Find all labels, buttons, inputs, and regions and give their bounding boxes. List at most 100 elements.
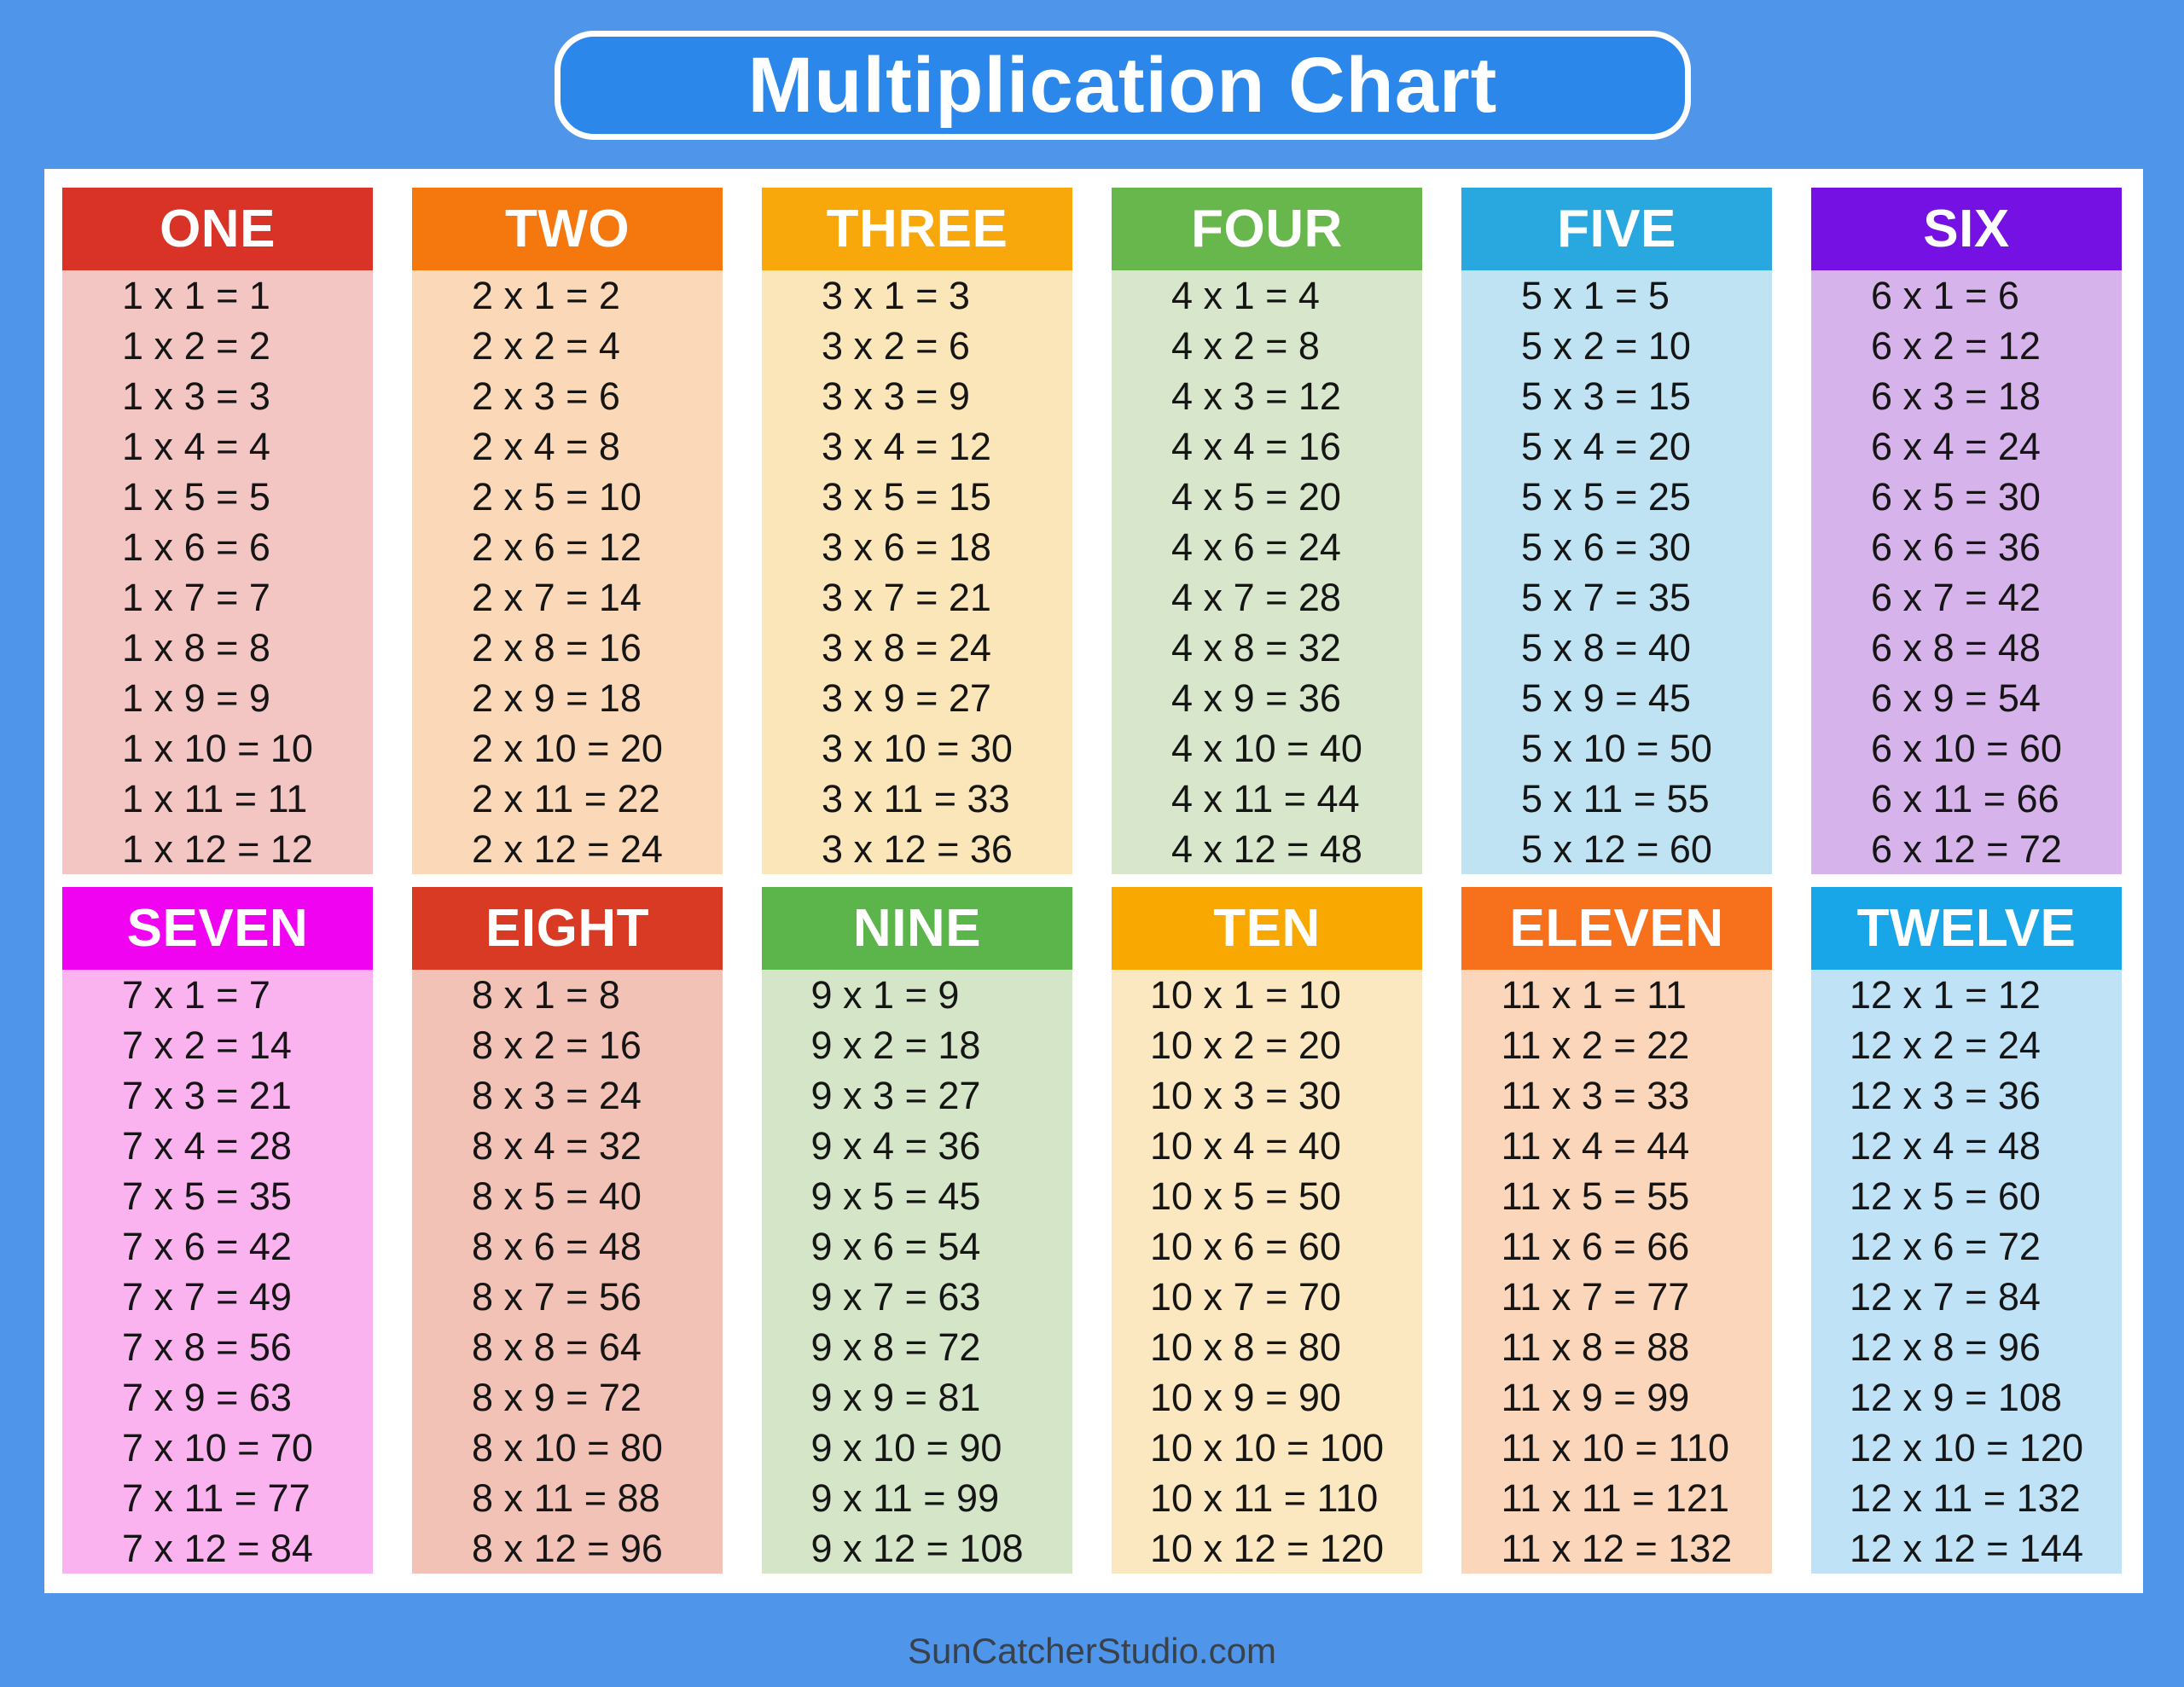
multiplication-fact: 8 x 3 = 24 [472,1074,642,1117]
table-body: 12 x 1 = 12 12 x 2 = 24 12 x 3 = 36 12 x 4 … [1811,970,2122,1574]
multiplication-fact: 5 x 9 = 45 [1521,676,1691,720]
table-header: TWO [412,188,723,270]
multiplication-fact: 1 x 8 = 8 [122,626,270,670]
multiplication-fact: 8 x 11 = 88 [472,1476,660,1520]
multiplication-fact: 1 x 9 = 9 [122,676,270,720]
multiplication-fact: 4 x 11 = 44 [1171,777,1360,820]
table-header: ONE [62,188,373,270]
table-body: 10 x 1 = 10 10 x 2 = 20 10 x 3 = 30 10 x 4 … [1112,970,1422,1574]
multiplication-fact: 9 x 9 = 81 [810,1376,981,1419]
multiplication-fact: 2 x 1 = 2 [472,274,620,317]
multiplication-fact: 12 x 7 = 84 [1850,1275,2041,1319]
multiplication-fact: 7 x 2 = 14 [122,1023,292,1067]
multiplication-fact: 9 x 6 = 54 [810,1225,981,1268]
fact-list: 12 x 1 = 12 12 x 2 = 24 12 x 3 = 36 12 x 4 … [1850,970,2083,1574]
multiplication-fact: 12 x 12 = 144 [1850,1527,2083,1570]
multiplication-fact: 6 x 9 = 54 [1871,676,2041,720]
fact-list: 5 x 1 = 5 5 x 2 = 10 5 x 3 = 15 5 x 4 = 20 5… [1521,270,1712,874]
multiplication-fact: 1 x 11 = 11 [122,777,308,820]
multiplication-fact: 3 x 9 = 27 [822,676,991,720]
multiplication-fact: 11 x 4 = 44 [1501,1124,1690,1168]
multiplication-fact: 7 x 8 = 56 [122,1325,292,1369]
multiplication-fact: 8 x 10 = 80 [472,1426,663,1470]
multiplication-fact: 9 x 7 = 63 [810,1275,981,1319]
content-panel: ONE 1 x 1 = 1 1 x 2 = 2 1 x 3 = 3 1 x 4 = 4… [44,169,2143,1593]
multiplication-fact: 9 x 8 = 72 [810,1325,981,1369]
multiplication-fact: 3 x 1 = 3 [822,274,970,317]
multiplication-fact: 9 x 4 = 36 [810,1124,981,1168]
multiplication-fact: 4 x 9 = 36 [1171,676,1341,720]
multiplication-fact: 8 x 7 = 56 [472,1275,642,1319]
multiplication-fact: 10 x 3 = 30 [1150,1074,1341,1117]
multiplication-fact: 8 x 2 = 16 [472,1023,642,1067]
multiplication-fact: 7 x 10 = 70 [122,1426,313,1470]
multiplication-fact: 7 x 9 = 63 [122,1376,292,1419]
times-table-column: ELEVEN 11 x 1 = 11 11 x 2 = 22 11 x 3 = 33… [1461,887,1772,1574]
multiplication-fact: 12 x 4 = 48 [1850,1124,2041,1168]
fact-list: 3 x 1 = 3 3 x 2 = 6 3 x 3 = 9 3 x 4 = 12 3 x… [822,270,1013,874]
table-body: 8 x 1 = 8 8 x 2 = 16 8 x 3 = 24 8 x 4 = 32 8… [412,970,723,1574]
multiplication-fact: 7 x 5 = 35 [122,1174,292,1218]
multiplication-fact: 10 x 8 = 80 [1150,1325,1341,1369]
table-body: 5 x 1 = 5 5 x 2 = 10 5 x 3 = 15 5 x 4 = 20 5… [1461,270,1772,874]
multiplication-fact: 12 x 11 = 132 [1850,1476,2081,1520]
multiplication-fact: 4 x 12 = 48 [1171,827,1362,871]
multiplication-fact: 10 x 2 = 20 [1150,1023,1341,1067]
multiplication-fact: 5 x 2 = 10 [1521,324,1691,368]
multiplication-fact: 6 x 10 = 60 [1871,727,2062,770]
multiplication-fact: 2 x 9 = 18 [472,676,642,720]
multiplication-fact: 3 x 6 = 18 [822,525,991,569]
times-table-column: FIVE 5 x 1 = 5 5 x 2 = 10 5 x 3 = 15 5 x 4 … [1461,188,1772,874]
table-header: SIX [1811,188,2122,270]
tables-grid: ONE 1 x 1 = 1 1 x 2 = 2 1 x 3 = 3 1 x 4 = 4… [62,188,2122,1574]
multiplication-fact: 6 x 7 = 42 [1871,576,2041,619]
multiplication-fact: 6 x 8 = 48 [1871,626,2041,670]
multiplication-fact: 5 x 5 = 25 [1521,475,1691,519]
multiplication-fact: 9 x 3 = 27 [810,1074,981,1117]
multiplication-fact: 8 x 9 = 72 [472,1376,642,1419]
multiplication-fact: 1 x 6 = 6 [122,525,270,569]
fact-list: 4 x 1 = 4 4 x 2 = 8 4 x 3 = 12 4 x 4 = 16 4 … [1171,270,1362,874]
multiplication-fact: 11 x 1 = 11 [1501,973,1687,1017]
multiplication-fact: 10 x 9 = 90 [1150,1376,1341,1419]
multiplication-fact: 11 x 9 = 99 [1501,1376,1690,1419]
multiplication-fact: 7 x 7 = 49 [122,1275,292,1319]
multiplication-fact: 4 x 2 = 8 [1171,324,1320,368]
table-header: TEN [1112,887,1422,970]
times-table-column: TWELVE 12 x 1 = 12 12 x 2 = 24 12 x 3 = 36… [1811,887,2122,1574]
multiplication-fact: 4 x 5 = 20 [1171,475,1341,519]
multiplication-fact: 2 x 10 = 20 [472,727,663,770]
times-table-column: SIX 6 x 1 = 6 6 x 2 = 12 6 x 3 = 18 6 x 4 =… [1811,188,2122,874]
multiplication-fact: 1 x 5 = 5 [122,475,270,519]
times-table-column: TWO 2 x 1 = 2 2 x 2 = 4 2 x 3 = 6 2 x 4 = 8… [412,188,723,874]
multiplication-fact: 3 x 5 = 15 [822,475,991,519]
footer-credit: SunCatcherStudio.com [908,1631,1276,1671]
multiplication-fact: 8 x 8 = 64 [472,1325,642,1369]
multiplication-fact: 12 x 5 = 60 [1850,1174,2041,1218]
multiplication-fact: 12 x 8 = 96 [1850,1325,2041,1369]
multiplication-fact: 8 x 5 = 40 [472,1174,642,1218]
multiplication-fact: 3 x 2 = 6 [822,324,970,368]
table-body: 11 x 1 = 11 11 x 2 = 22 11 x 3 = 33 11 x 4 … [1461,970,1772,1574]
multiplication-fact: 10 x 11 = 110 [1150,1476,1379,1520]
multiplication-fact: 3 x 10 = 30 [822,727,1013,770]
multiplication-fact: 6 x 2 = 12 [1871,324,2041,368]
multiplication-fact: 6 x 11 = 66 [1871,777,2059,820]
multiplication-fact: 3 x 7 = 21 [822,576,991,619]
times-table-column: FOUR 4 x 1 = 4 4 x 2 = 8 4 x 3 = 12 4 x 4 =… [1112,188,1422,874]
multiplication-fact: 3 x 8 = 24 [822,626,991,670]
table-body: 1 x 1 = 1 1 x 2 = 2 1 x 3 = 3 1 x 4 = 4 1 x … [62,270,373,874]
multiplication-fact: 4 x 4 = 16 [1171,425,1341,468]
table-header: ELEVEN [1461,887,1772,970]
multiplication-fact: 10 x 7 = 70 [1150,1275,1341,1319]
multiplication-fact: 12 x 10 = 120 [1850,1426,2083,1470]
table-header: FIVE [1461,188,1772,270]
multiplication-fact: 7 x 1 = 7 [122,973,270,1017]
table-header: EIGHT [412,887,723,970]
multiplication-fact: 2 x 6 = 12 [472,525,642,569]
multiplication-fact: 2 x 12 = 24 [472,827,663,871]
multiplication-fact: 12 x 2 = 24 [1850,1023,2041,1067]
fact-list: 8 x 1 = 8 8 x 2 = 16 8 x 3 = 24 8 x 4 = 32 8… [472,970,663,1574]
fact-list: 9 x 1 = 9 9 x 2 = 18 9 x 3 = 27 9 x 4 = 36 9… [811,970,1024,1574]
multiplication-fact: 1 x 3 = 3 [122,374,270,418]
